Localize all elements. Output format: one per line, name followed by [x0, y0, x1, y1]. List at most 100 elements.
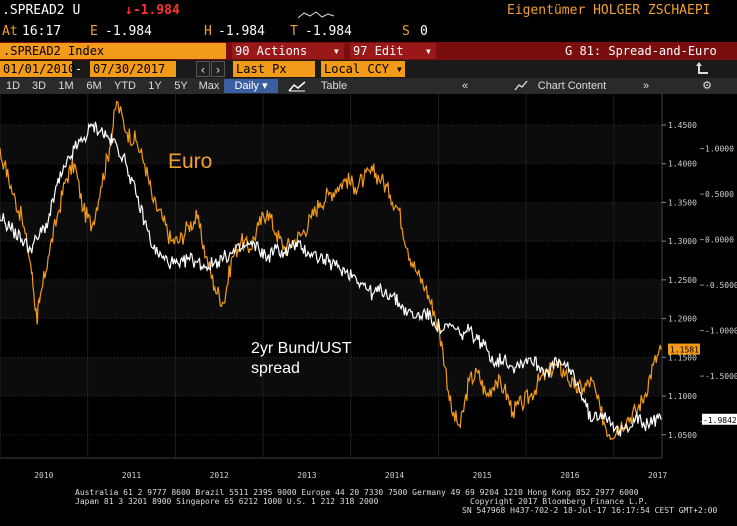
frequency-label: Daily [234, 80, 259, 92]
right-axis-label: -1.5000 [705, 372, 737, 381]
chart-lines [0, 100, 662, 441]
s-label: S [402, 24, 410, 39]
reset-arrow-icon[interactable] [694, 61, 712, 77]
chart-toolbar: 1D 3D 1M 6M YTD 1Y 5Y Max Daily ▾ Table … [0, 78, 737, 94]
line-chart-icon[interactable] [288, 80, 306, 92]
period-button[interactable]: 1M [58, 80, 74, 92]
period-button[interactable]: 3D [31, 80, 47, 92]
chart-grid [0, 94, 662, 458]
t-value: -1.984 [305, 24, 352, 39]
caret-down-icon: ▾ [261, 80, 268, 92]
period-button[interactable]: 1Y [148, 80, 162, 92]
x-axis-label: 2011 [122, 471, 141, 480]
x-axis-label: 2010 [34, 471, 53, 480]
e-value: -1.984 [105, 24, 152, 39]
h-label: H [204, 24, 212, 39]
left-axis-label: 1.0500 [668, 431, 697, 440]
currency-label: Local CCY [324, 62, 390, 76]
period-button[interactable]: 5Y [174, 80, 188, 92]
chart-band [0, 202, 662, 242]
right-axis-label: -1.0000 [705, 327, 737, 336]
gear-icon[interactable]: ⚙ [702, 80, 712, 92]
chart-band [0, 279, 662, 319]
page-title: G 81: Spread-and-Euro [565, 44, 717, 58]
x-axis-label: 2017 [648, 471, 667, 480]
caret-down-icon: ▾ [332, 44, 340, 58]
h-value: -1.984 [218, 24, 265, 39]
at-time: 16:17 [22, 24, 62, 39]
euro-annotation: Euro [168, 150, 213, 173]
right-axis-label: 1.0000 [705, 145, 734, 154]
period-button[interactable]: 6M [86, 80, 102, 92]
toolbar: .SPREAD2 Index 90 Actions ▾ 97 Edit ▾ G … [0, 42, 737, 60]
currency-select[interactable]: Local CCY ▾ [321, 61, 405, 77]
spread-series-line [0, 121, 662, 437]
footer-line1: Australia 61 2 9777 8600 Brazil 5511 239… [75, 488, 639, 497]
left-axis-label: 1.2500 [668, 276, 697, 285]
spread-last-value-tag [702, 413, 737, 425]
period-button[interactable]: YTD [114, 80, 136, 92]
x-axis-label: 2014 [385, 471, 404, 480]
spread-last-value: -1.9842 [703, 416, 737, 425]
euro-last-value: 1.1581 [670, 346, 699, 355]
quote-details: At 16:17 E -1.984 H -1.984 T -1.984 S 0 [0, 22, 737, 42]
x-axis-label: 2013 [297, 471, 316, 480]
footer-line2: Japan 81 3 3201 8900 Singapore 65 6212 1… [0, 497, 737, 506]
change-value: ↓-1.984 [125, 3, 180, 18]
period-button[interactable]: Max [198, 80, 220, 92]
left-axis-label: 1.3500 [668, 198, 697, 207]
caret-down-icon: ▾ [395, 62, 403, 76]
period-button[interactable]: 1D [5, 80, 21, 92]
date-separator: - [75, 62, 83, 76]
start-date-input[interactable]: 01/01/2010 [0, 61, 75, 77]
spread-annotation: 2yr Bund/UST spread [251, 339, 351, 379]
x-axis-label: 2015 [473, 471, 492, 480]
field-select[interactable]: Last Px [233, 61, 315, 77]
e-label: E [90, 24, 98, 39]
at-label: At [2, 24, 18, 39]
edit-label: 97 Edit [353, 44, 404, 58]
right-axis-label: -0.5000 [705, 281, 737, 290]
left-axis-label: 1.1500 [668, 353, 697, 362]
spread-annotation-line2: spread [251, 360, 300, 377]
left-axis-label: 1.3000 [668, 237, 697, 246]
end-date-input[interactable]: 07/30/2017 [90, 61, 176, 77]
quote-header: .SPREAD2 U ↓-1.984 Eigentümer HOLGER ZSC… [0, 0, 737, 22]
footer-contacts: Japan 81 3 3201 8900 Singapore 65 6212 1… [75, 497, 379, 506]
next-period-icon[interactable]: › [211, 61, 225, 77]
owner-label: Eigentümer HOLGER ZSCHAEPI [507, 3, 711, 18]
actions-menu[interactable]: 90 Actions ▾ [232, 43, 344, 59]
left-axis-label: 1.4500 [668, 121, 697, 130]
index-name[interactable]: .SPREAD2 Index [0, 43, 226, 59]
ticker: .SPREAD2 U [2, 3, 81, 18]
frequency-select[interactable]: Daily ▾ [224, 79, 278, 93]
footer: Australia 61 2 9777 8600 Brazil 5511 239… [0, 488, 737, 515]
edit-menu[interactable]: 97 Edit ▾ [350, 43, 436, 59]
t-label: T [290, 24, 298, 39]
left-axis-label: 1.4000 [668, 160, 697, 169]
footer-copyright: Copyright 2017 Bloomberg Finance L.P. [470, 497, 649, 506]
prev-period-icon[interactable]: ‹ [196, 61, 210, 77]
euro-last-value-tag [668, 343, 700, 355]
collapse-right-icon[interactable]: » [642, 80, 650, 92]
date-controls: 01/01/2010 - 07/30/2017 ‹ › Last Px Loca… [0, 60, 737, 78]
chart-content-icon [514, 80, 528, 92]
right-axis-label: 0.0000 [705, 236, 734, 245]
sparkline-icon [297, 6, 338, 19]
right-axis-label: 0.5000 [705, 190, 734, 199]
footer-serial: SN 547968 H437-702-2 18-Jul-17 16:17:54 … [462, 506, 718, 515]
s-value: 0 [420, 24, 428, 39]
spread-annotation-line1: 2yr Bund/UST [251, 340, 352, 357]
chart-band [0, 124, 662, 164]
collapse-left-icon[interactable]: « [461, 80, 469, 92]
chart-axes: 1.4500 1.4000 1.3500 1.3000 1.2500 1.2000 1.15… [0, 94, 737, 480]
x-axis-label: 2012 [210, 471, 229, 480]
spread-and-euro-chart: 1.4500 1.4000 1.3500 1.3000 1.2500 1.2000 1.15… [0, 94, 737, 487]
table-button[interactable]: Table [320, 80, 348, 92]
actions-label: 90 Actions [235, 44, 308, 58]
left-axis-label: 1.1000 [668, 392, 697, 401]
caret-down-icon: ▾ [424, 44, 432, 58]
left-axis-label: 1.2000 [668, 315, 697, 324]
x-axis-label: 2016 [560, 471, 579, 480]
chart-content-button[interactable]: Chart Content [537, 80, 607, 92]
